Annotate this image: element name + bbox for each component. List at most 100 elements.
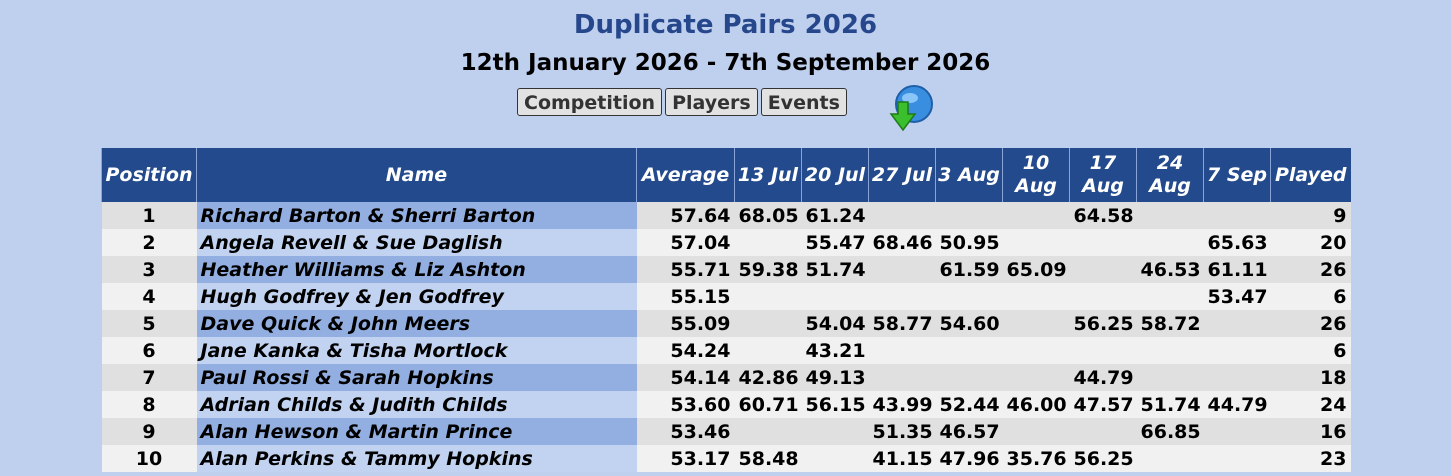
cell: 68.46 [868,229,936,256]
cell: 7 [101,364,197,391]
pair-name[interactable]: Hugh Godfrey & Jen Godfrey [196,283,637,310]
empty-cell [801,418,869,445]
empty-cell [1002,337,1070,364]
cell: 6 [101,337,197,364]
cell: 20 [1270,229,1351,256]
cell: 24 [1270,391,1351,418]
pair-name[interactable]: Alan Hewson & Martin Prince [196,418,637,445]
cell: 47.96 [935,445,1003,472]
cell: 47.57 [1069,391,1137,418]
table-row: 1 Richard Barton & Sherri Barton 57.64 68.0… [101,202,1351,229]
column-header[interactable]: Average [636,148,735,202]
nav-button[interactable]: Events [760,88,847,116]
table-row: 9 Alan Hewson & Martin Prince 53.46 51.35 46… [101,418,1351,445]
nav-button[interactable]: Competition [517,88,663,116]
cell: 53.46 [636,418,735,445]
empty-cell [734,337,802,364]
column-header[interactable]: 20 Jul [801,148,869,202]
cell: 59.38 [734,256,802,283]
cell: 51.74 [1136,391,1204,418]
empty-cell [935,283,1003,310]
empty-cell [1002,202,1070,229]
cell: 43.99 [868,391,936,418]
cell: 66.85 [1136,418,1204,445]
column-header[interactable]: Name [196,148,637,202]
cell: 44.79 [1203,391,1271,418]
cell: 55.15 [636,283,735,310]
empty-cell [868,283,936,310]
pair-name[interactable]: Adrian Childs & Judith Childs [196,391,637,418]
cell: 65.09 [1002,256,1070,283]
cell: 55.47 [801,229,869,256]
cell: 56.25 [1069,310,1137,337]
cell: 42.86 [734,364,802,391]
cell: 64.58 [1069,202,1137,229]
pair-name[interactable]: Jane Kanka & Tisha Mortlock [196,337,637,364]
cell: 56.25 [1069,445,1137,472]
cell: 49.13 [801,364,869,391]
nav-button[interactable]: Players [665,88,758,116]
table-row: 10 Alan Perkins & Tammy Hopkins 53.17 58.48… [101,445,1351,472]
cell: 16 [1270,418,1351,445]
pair-name[interactable]: Alan Perkins & Tammy Hopkins [196,445,637,472]
table-row: 2 Angela Revell & Sue Daglish 57.04 55.47 68… [101,229,1351,256]
empty-cell [1136,283,1204,310]
column-header[interactable]: 27 Jul [868,148,936,202]
cell: 3 [101,256,197,283]
empty-cell [1002,364,1070,391]
cell: 61.59 [935,256,1003,283]
pair-name[interactable]: Heather Williams & Liz Ashton [196,256,637,283]
cell: 57.04 [636,229,735,256]
cell: 51.35 [868,418,936,445]
column-header[interactable]: 17 Aug [1069,148,1137,202]
cell: 6 [1270,283,1351,310]
empty-cell [1069,256,1137,283]
cell: 51.74 [801,256,869,283]
column-header[interactable]: Played [1270,148,1351,202]
cell: 55.09 [636,310,735,337]
empty-cell [734,418,802,445]
cell: 53.47 [1203,283,1271,310]
cell: 26 [1270,256,1351,283]
column-header[interactable]: 10 Aug [1002,148,1070,202]
cell: 46.53 [1136,256,1204,283]
pair-name[interactable]: Dave Quick & John Meers [196,310,637,337]
cell: 2 [101,229,197,256]
empty-cell [1069,283,1137,310]
cell: 8 [101,391,197,418]
cell: 6 [1270,337,1351,364]
empty-cell [1136,364,1204,391]
empty-cell [734,283,802,310]
empty-cell [1002,310,1070,337]
column-header[interactable]: 3 Aug [935,148,1003,202]
pair-name[interactable]: Paul Rossi & Sarah Hopkins [196,364,637,391]
cell: 57.64 [636,202,735,229]
empty-cell [1002,283,1070,310]
download-icon[interactable] [886,84,936,134]
cell: 1 [101,202,197,229]
empty-cell [1203,310,1271,337]
empty-cell [868,202,936,229]
empty-cell [734,229,802,256]
empty-cell [1203,418,1271,445]
empty-cell [1002,418,1070,445]
empty-cell [1069,418,1137,445]
cell: 46.57 [935,418,1003,445]
cell: 52.44 [935,391,1003,418]
empty-cell [1136,202,1204,229]
column-header[interactable]: Position [101,148,197,202]
column-header[interactable]: 13 Jul [734,148,802,202]
empty-cell [734,310,802,337]
empty-cell [1203,202,1271,229]
column-header[interactable]: 7 Sep [1203,148,1271,202]
cell: 44.79 [1069,364,1137,391]
cell: 35.76 [1002,445,1070,472]
pair-name[interactable]: Angela Revell & Sue Daglish [196,229,637,256]
pair-name[interactable]: Richard Barton & Sherri Barton [196,202,637,229]
empty-cell [1203,337,1271,364]
cell: 46.00 [1002,391,1070,418]
cell: 58.77 [868,310,936,337]
column-header[interactable]: 24 Aug [1136,148,1204,202]
empty-cell [1203,364,1271,391]
